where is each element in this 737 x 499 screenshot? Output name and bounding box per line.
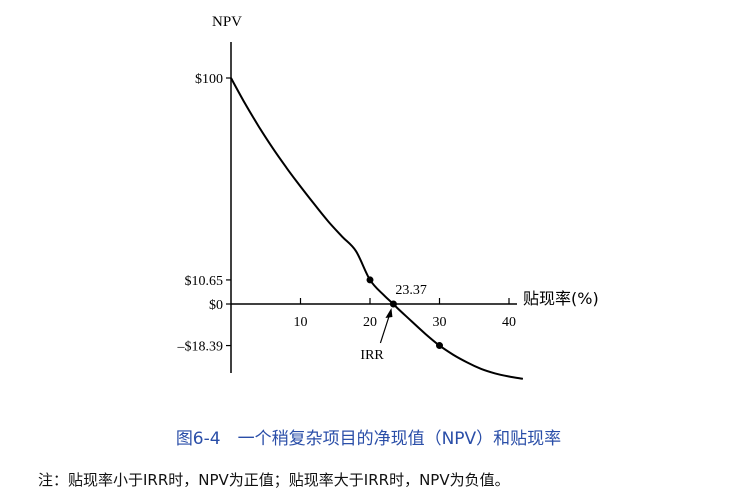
marked-point xyxy=(366,276,374,284)
x-tick-group: 10 20 30 40 xyxy=(294,298,516,330)
y-axis-label: NPV xyxy=(212,14,242,30)
y-tick-label: $100 xyxy=(195,72,223,87)
x-tick-label: 20 xyxy=(363,315,377,330)
irr-value-label: 23.37 xyxy=(395,283,427,298)
y-tick-label: $0 xyxy=(209,298,223,313)
x-tick-label: 40 xyxy=(502,315,516,330)
x-tick-label: 30 xyxy=(433,315,447,330)
chart-axes xyxy=(230,42,517,373)
figure-caption: 图6-4 一个稍复杂项目的净现值（NPV）和贴现率 xyxy=(175,429,562,449)
figure-note: 注：贴现率小于IRR时，NPV为正值；贴现率大于IRR时，NPV为负值。 xyxy=(38,471,510,489)
y-tick-group: $100 $10.65 $0 –$18.39 xyxy=(177,72,231,355)
y-tick-label: $10.65 xyxy=(185,274,224,289)
npv-curve xyxy=(230,77,524,380)
marked-point xyxy=(436,342,443,350)
marked-point xyxy=(389,300,397,308)
irr-label: IRR xyxy=(360,348,384,363)
npv-chart: NPV 贴现率(%) 10 20 30 40 $100$10.65$0–$18.39 … xyxy=(177,14,599,380)
marked-points xyxy=(366,276,443,350)
x-axis-label: 贴现率(%) xyxy=(523,289,599,308)
irr-arrowhead xyxy=(385,308,393,318)
y-tick-label: –$18.39 xyxy=(177,340,224,355)
x-tick-label: 10 xyxy=(294,315,308,330)
